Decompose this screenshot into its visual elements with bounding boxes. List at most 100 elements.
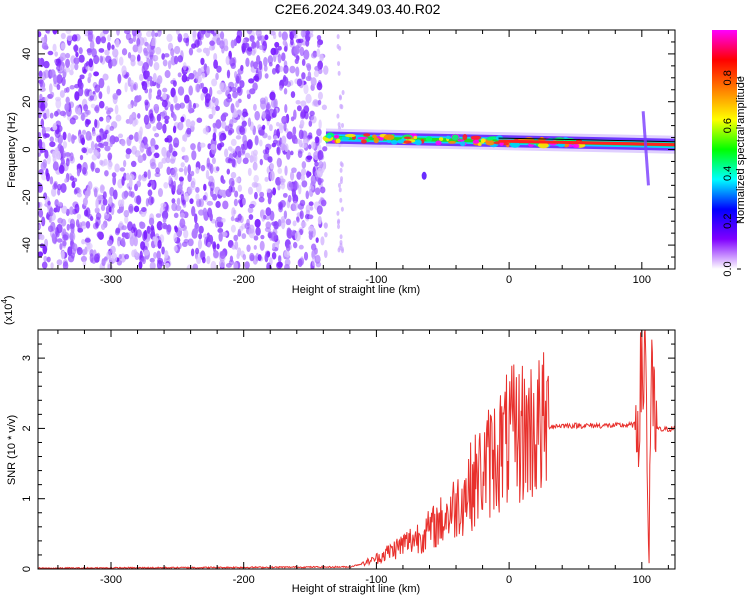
signal-blob: [363, 133, 371, 137]
noise-blob: [90, 161, 95, 172]
noise-blob: [148, 217, 155, 226]
noise-blob: [280, 182, 286, 190]
noise-blob: [138, 261, 143, 269]
noise-blob: [55, 230, 60, 238]
noise-blob: [52, 124, 58, 131]
noise-blob: [293, 46, 300, 55]
noise-blob: [264, 226, 271, 233]
noise-blob: [315, 237, 319, 243]
noise-blob: [226, 69, 231, 79]
noise-blob: [170, 103, 174, 113]
noise-blob: [337, 182, 341, 188]
noise-blob: [121, 191, 128, 200]
noise-blob: [38, 251, 44, 257]
x-tick-label: -200: [233, 274, 255, 286]
noise-blob: [269, 30, 276, 36]
noise-blob: [64, 103, 70, 112]
page-title: C2E6.2024.349.03.40.R02: [274, 1, 441, 17]
noise-blob: [137, 44, 143, 54]
noise-blob: [58, 164, 65, 174]
noise-blob: [94, 149, 99, 157]
noise-blob: [45, 126, 52, 132]
noise-blob: [211, 96, 216, 103]
noise-blob: [210, 260, 217, 269]
noise-blob: [59, 110, 67, 117]
noise-blob: [294, 58, 299, 65]
noise-blob: [179, 218, 186, 229]
noise-blob: [38, 31, 42, 38]
noise-blob: [319, 53, 324, 62]
noise-blob: [299, 210, 304, 220]
noise-blob: [301, 72, 306, 80]
noise-blob: [230, 39, 235, 49]
noise-blob: [157, 188, 164, 198]
noise-blob: [157, 239, 162, 249]
noise-blob: [295, 216, 300, 222]
noise-blob: [82, 161, 88, 173]
noise-blob: [52, 183, 58, 190]
noise-blob: [42, 244, 48, 255]
noise-blob: [175, 30, 180, 35]
noise-blob: [116, 30, 120, 36]
noise-blob: [64, 178, 68, 183]
noise-blob: [71, 134, 75, 144]
noise-blob: [281, 31, 288, 41]
noise-blob: [43, 60, 50, 69]
noise-blob: [87, 48, 92, 56]
noise-blob: [281, 52, 286, 62]
noise-blob: [263, 56, 268, 67]
signal-blob: [402, 140, 412, 144]
noise-blob: [183, 238, 189, 244]
noise-blob: [339, 197, 343, 203]
noise-blob: [213, 52, 218, 62]
signal-blob: [379, 136, 384, 141]
noise-blob: [310, 52, 317, 59]
signal-blob: [451, 134, 459, 141]
noise-blob: [113, 136, 120, 143]
noise-blob: [323, 222, 328, 229]
noise-blob: [230, 148, 236, 154]
colorbar-gradient: [712, 30, 737, 269]
noise-blob: [73, 188, 78, 195]
noise-blob: [230, 103, 235, 114]
noise-blob: [295, 66, 300, 77]
svg-text:(x104): (x104): [0, 295, 15, 325]
noise-blob: [273, 108, 277, 117]
noise-blob: [88, 135, 93, 141]
noise-blob: [91, 48, 97, 58]
noise-blob: [112, 48, 119, 58]
noise-blob: [200, 57, 205, 66]
noise-blob: [230, 216, 235, 222]
noise-blob: [177, 72, 182, 78]
noise-blob: [164, 118, 169, 125]
noise-blob: [208, 162, 212, 171]
noise-blob: [181, 146, 186, 153]
noise-blob: [124, 82, 128, 93]
noise-blob: [276, 157, 281, 168]
noise-blob: [248, 203, 255, 209]
noise-blob: [138, 94, 142, 102]
noise-blob: [338, 187, 342, 193]
noise-blob: [222, 200, 229, 210]
noise-blob: [289, 65, 296, 74]
noise-blob: [154, 144, 159, 150]
noise-blob: [210, 143, 217, 150]
noise-blob: [83, 209, 89, 217]
noise-blob: [177, 33, 183, 43]
noise-blob: [184, 192, 189, 203]
noise-blob: [316, 167, 323, 178]
colorbar-tick-label: 0.0: [722, 261, 734, 276]
noise-blob: [275, 63, 281, 74]
noise-blob: [209, 40, 215, 46]
noise-blob: [313, 70, 319, 78]
noise-blob: [337, 224, 341, 230]
noise-blob: [236, 253, 240, 260]
noise-blob: [216, 89, 223, 95]
noise-blob: [254, 218, 261, 228]
spectrogram-y-label: Frequency (Hz): [6, 112, 18, 188]
noise-blob: [300, 168, 307, 176]
noise-blob: [157, 161, 164, 169]
noise-blob: [174, 225, 178, 231]
noise-blob: [137, 155, 144, 164]
